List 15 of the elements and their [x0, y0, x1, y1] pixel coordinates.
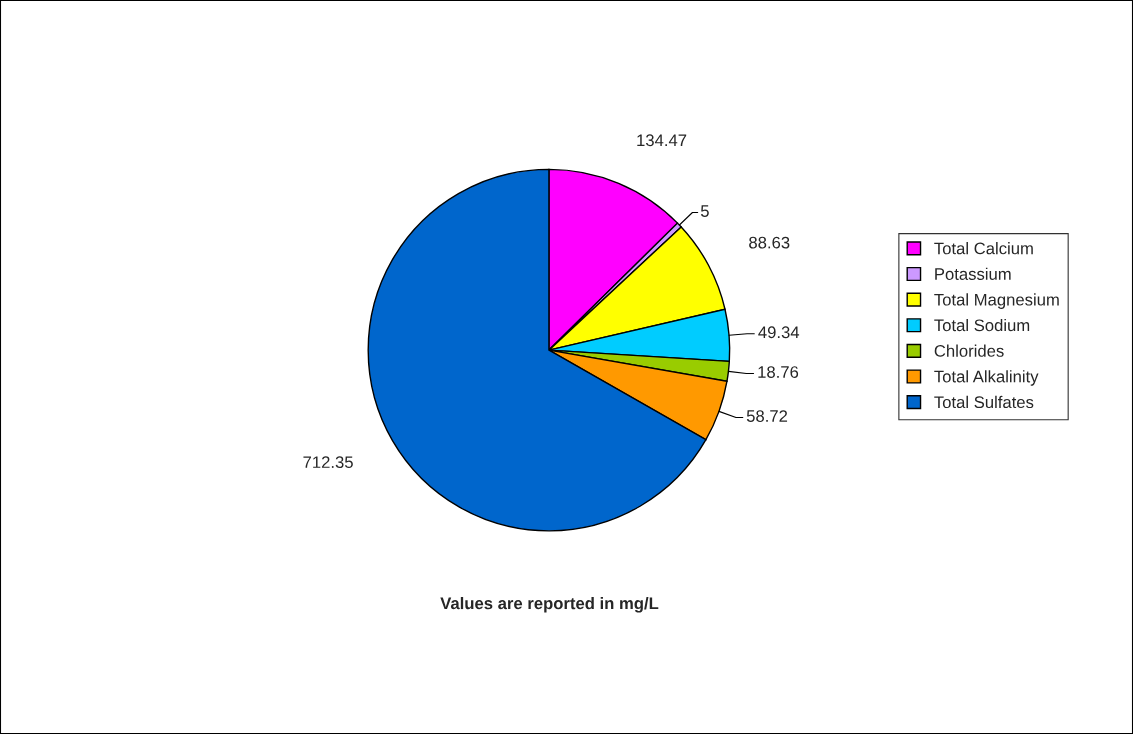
- legend-label: Total Magnesium: [934, 293, 1059, 309]
- legend-label: Total Alkalinity: [934, 370, 1039, 386]
- text: Values are reported in mg/L: [440, 597, 659, 613]
- data-label: 134.47: [637, 134, 687, 147]
- data-label: 88.63: [749, 236, 790, 249]
- legend-label: Potassium: [935, 267, 1011, 280]
- data-label: 18.76: [758, 366, 799, 378]
- legend-label: Total Calcium: [934, 242, 1033, 255]
- data-label: 58.72: [746, 410, 788, 422]
- legend-label: Total Sulfates: [934, 395, 1034, 409]
- data-label: 712.35: [303, 456, 353, 469]
- legend-label: Total Sodium: [934, 318, 1030, 332]
- data-label: 49.34: [758, 326, 800, 339]
- data-label: 5: [700, 205, 709, 217]
- legend-label: Chlorides: [934, 344, 1004, 357]
